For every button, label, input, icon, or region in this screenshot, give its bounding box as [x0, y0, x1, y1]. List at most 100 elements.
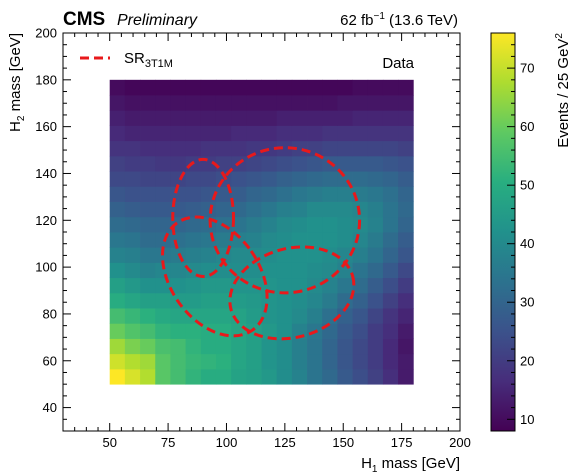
- heatmap-cell: [261, 125, 278, 142]
- heatmap-cell: [246, 262, 262, 279]
- signal-regions: [160, 146, 362, 341]
- heatmap-cell: [276, 368, 293, 385]
- heatmap-cell: [276, 308, 293, 324]
- heatmap-cell: [382, 323, 399, 339]
- heatmap-cell: [261, 338, 278, 355]
- heatmap-cell: [322, 216, 338, 233]
- heatmap-cell: [231, 140, 247, 157]
- heatmap-cell: [215, 79, 232, 96]
- x-axis-ticks: 50 75 100 125 150 175 200: [62, 33, 471, 450]
- colorbar-tick-label: 50: [520, 178, 534, 193]
- heatmap-cell: [109, 308, 126, 324]
- heatmap-cell: [246, 110, 262, 126]
- heatmap-cell: [291, 247, 308, 263]
- heatmap-cell: [246, 232, 262, 248]
- heatmap-cell: [291, 201, 308, 218]
- heatmap-cell: [185, 353, 202, 370]
- heatmap-cell: [398, 308, 414, 324]
- heatmap-cell: [352, 338, 369, 355]
- x-tick-label: 125: [274, 435, 296, 450]
- heatmap-cell: [291, 125, 308, 142]
- heatmap-cell: [215, 201, 232, 218]
- heatmap-cell: [170, 140, 187, 157]
- heatmap-cell: [109, 323, 126, 339]
- heatmap-cell: [200, 308, 217, 324]
- heatmap-cell: [124, 79, 141, 96]
- x-tick-label: 200: [449, 435, 471, 450]
- heatmap-cell: [367, 247, 384, 263]
- heatmap-cell: [231, 216, 247, 233]
- heatmap-cell: [382, 201, 399, 218]
- heatmap-cell: [367, 338, 384, 355]
- heatmap-cell: [276, 155, 293, 172]
- heatmap-cell: [140, 95, 156, 111]
- heatmap-cell: [398, 247, 414, 263]
- heatmap-cell: [155, 323, 171, 339]
- heatmap-cell: [307, 110, 323, 126]
- heatmap-cell: [337, 232, 353, 248]
- heatmap-cell: [398, 353, 414, 370]
- heatmap-cell: [140, 201, 156, 218]
- colorbar-label: Events / 25 GeV2: [554, 33, 572, 148]
- heatmap-cell: [398, 140, 414, 157]
- heatmap-cell: [352, 292, 369, 309]
- heatmap-cell: [140, 308, 156, 324]
- heatmap-cell: [231, 95, 247, 111]
- heatmap-cell: [215, 186, 232, 202]
- heatmap-cell: [261, 292, 278, 309]
- heatmap-cell: [382, 353, 399, 370]
- heatmap-cell: [307, 353, 323, 370]
- heatmap-cell: [155, 368, 171, 385]
- heatmap-cell: [185, 338, 202, 355]
- x-tick-label: 75: [161, 435, 175, 450]
- heatmap-cell: [382, 338, 399, 355]
- heatmap-cell: [109, 140, 126, 157]
- heatmap-cell: [215, 338, 232, 355]
- heatmap-cell: [367, 155, 384, 172]
- heatmap-cell: [155, 262, 171, 279]
- heatmap-cell: [337, 353, 353, 370]
- heatmap-cell: [155, 308, 171, 324]
- y-tick-label: 200: [35, 26, 57, 41]
- heatmap-cell: [367, 110, 384, 126]
- heatmap-cell: [367, 140, 384, 157]
- heatmap-cell: [382, 186, 399, 202]
- heatmap-cell: [170, 323, 187, 339]
- heatmap-cell: [352, 368, 369, 385]
- heatmap-cell: [231, 292, 247, 309]
- heatmap-cell: [307, 155, 323, 172]
- heatmap-cell: [398, 292, 414, 309]
- heatmap-cell: [352, 125, 369, 142]
- heatmap-cell: [367, 368, 384, 385]
- y-tick-label: 40: [43, 400, 57, 415]
- heatmap-cell: [261, 155, 278, 172]
- heatmap-cell: [124, 171, 141, 187]
- heatmap-cell: [291, 368, 308, 385]
- heatmap-cell: [352, 110, 369, 126]
- lumi-exponent: −1: [373, 11, 385, 22]
- heatmap-cell: [215, 232, 232, 248]
- heatmap-cell: [140, 323, 156, 339]
- heatmap-cell: [398, 79, 414, 96]
- experiment-label: CMS: [63, 9, 105, 30]
- heatmap-cell: [307, 247, 323, 263]
- heatmap-cell: [322, 140, 338, 157]
- heatmap-cell: [398, 277, 414, 294]
- heatmap-cell: [291, 216, 308, 233]
- heatmap-cell: [155, 110, 171, 126]
- heatmap-cell: [367, 95, 384, 111]
- heatmap-cell: [367, 186, 384, 202]
- heatmap-cell: [185, 308, 202, 324]
- y-tick-label: 100: [35, 260, 57, 275]
- heatmap-cell: [215, 353, 232, 370]
- heatmap-cell: [276, 292, 293, 309]
- heatmap-cell: [322, 110, 338, 126]
- heatmap-cell: [337, 247, 353, 263]
- heatmap-cell: [124, 186, 141, 202]
- heatmap-cell: [276, 171, 293, 187]
- heatmap-cell: [291, 186, 308, 202]
- heatmap-cell: [337, 140, 353, 157]
- heatmap-cell: [261, 171, 278, 187]
- heatmap-cell: [246, 79, 262, 96]
- heatmap-cell: [367, 171, 384, 187]
